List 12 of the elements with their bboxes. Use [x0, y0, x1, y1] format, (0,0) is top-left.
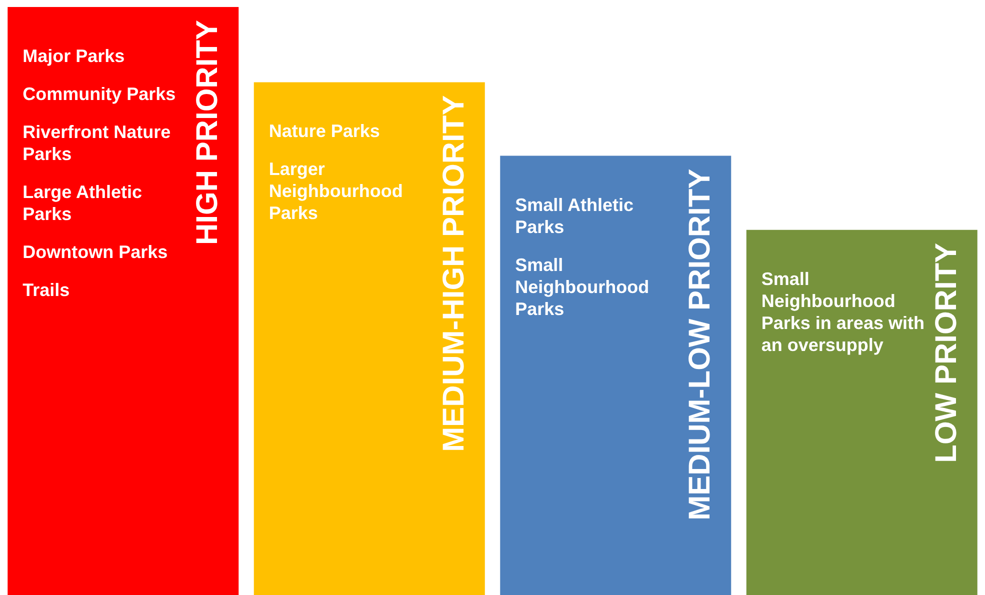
bar — [500, 156, 732, 595]
annotation: Small Neighbourhood Parks in areas with an oversupply — [761, 268, 924, 355]
x-tick-label: HIGH PRIORITY — [191, 20, 224, 246]
annotation: Major Parks Community Parks Riverfront Nature Parks Large Athletic Parks Downtown Parks Trails — [22, 46, 177, 301]
annotation: Small Athletic Parks Small Neighbourhood Parks — [515, 194, 650, 319]
x-tick-label: LOW PRIORITY — [930, 242, 963, 463]
bar — [746, 230, 978, 595]
x-tick-label: MEDIUM-LOW PRIORITY — [684, 168, 717, 520]
bar — [8, 7, 239, 595]
bar — [254, 82, 485, 595]
annotation: Nature Parks Larger Neighbourhood Parks — [268, 121, 403, 224]
x-tick-label: MEDIUM-HIGH PRIORITY — [437, 95, 470, 452]
